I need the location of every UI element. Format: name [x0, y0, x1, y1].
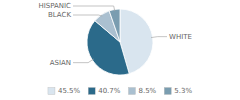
slice-label: WHITE: [169, 33, 192, 41]
slice-label: BLACK: [48, 11, 71, 19]
legend-item: 5.3%: [164, 87, 192, 95]
chart: WHITE ASIAN BLACKHISPANIC 45.5% 40.7% 8.5% 5.3…: [0, 0, 240, 100]
legend: 45.5% 40.7% 8.5% 5.3%: [48, 87, 192, 95]
connector: [73, 15, 102, 16]
legend-item: 45.5%: [48, 87, 81, 95]
legend-label: 5.3%: [174, 87, 192, 95]
connector: [151, 36, 167, 38]
legend-swatch: [128, 88, 135, 95]
slice-label: ASIAN: [50, 59, 71, 67]
legend-label: 45.5%: [58, 87, 81, 95]
pie: WHITE ASIAN BLACKHISPANIC: [38, 2, 191, 75]
legend-item: 8.5%: [128, 87, 156, 95]
connector: [73, 6, 115, 11]
legend-label: 8.5%: [138, 87, 156, 95]
legend-swatch: [164, 88, 171, 95]
slice-label: HISPANIC: [38, 2, 71, 10]
slice: [109, 9, 120, 42]
legend-swatch: [88, 88, 95, 95]
legend-swatch: [48, 88, 55, 95]
connector: [73, 59, 94, 63]
legend-label: 40.7%: [98, 87, 121, 95]
legend-item: 40.7%: [88, 87, 121, 95]
